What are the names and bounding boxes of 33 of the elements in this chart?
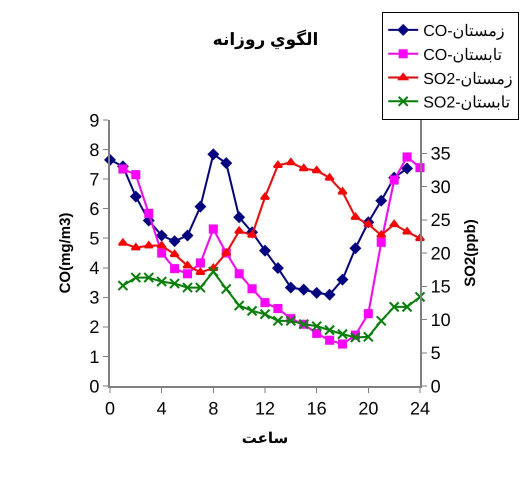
y2-axis-title: SO2(ppb) (462, 219, 480, 287)
legend-label: CO-زمستان (423, 23, 505, 40)
y-tick-label: 5 (89, 228, 100, 249)
x-tick-label: 12 (254, 398, 276, 419)
legend-label: SO2-زمستان (423, 70, 513, 88)
x-axis-title: ساعت (242, 430, 288, 448)
y-axis-title: CO(mg/m3) (57, 212, 74, 294)
y2-tick-label: 20 (430, 243, 451, 264)
y-tick-label: 9 (89, 110, 100, 130)
legend-label: SO2-تابستان (423, 94, 510, 112)
x-tick-label: 4 (156, 398, 167, 419)
chart-title: الگوي روزانه (212, 28, 318, 50)
y2-tick-label: 5 (430, 343, 441, 364)
x-tick-label: 8 (208, 398, 218, 419)
x-tick-label: 0 (104, 398, 116, 419)
x-tick-label: 20 (358, 398, 378, 419)
legend-label: CO-تابستان (423, 46, 502, 64)
y-tick-label: 3 (89, 288, 100, 308)
y-tick-label: 8 (89, 140, 100, 160)
y-tick-label: 7 (89, 169, 100, 190)
x-tick-label: 24 (410, 398, 430, 419)
y-tick-label: 6 (89, 198, 100, 219)
y2-tick-label: 15 (430, 276, 451, 297)
y-tick-label: 0 (89, 376, 100, 396)
y-tick-label: 1 (89, 346, 100, 367)
y2-tick-label: 35 (430, 144, 451, 164)
y2-tick-label: 10 (430, 310, 451, 330)
y2-tick-label: 25 (430, 210, 451, 230)
y-tick-label: 2 (89, 317, 100, 338)
y2-tick-label: 30 (430, 176, 451, 197)
y2-tick-label: 0 (430, 376, 441, 396)
y-tick-label: 4 (89, 258, 100, 278)
x-tick-label: 16 (306, 398, 327, 419)
